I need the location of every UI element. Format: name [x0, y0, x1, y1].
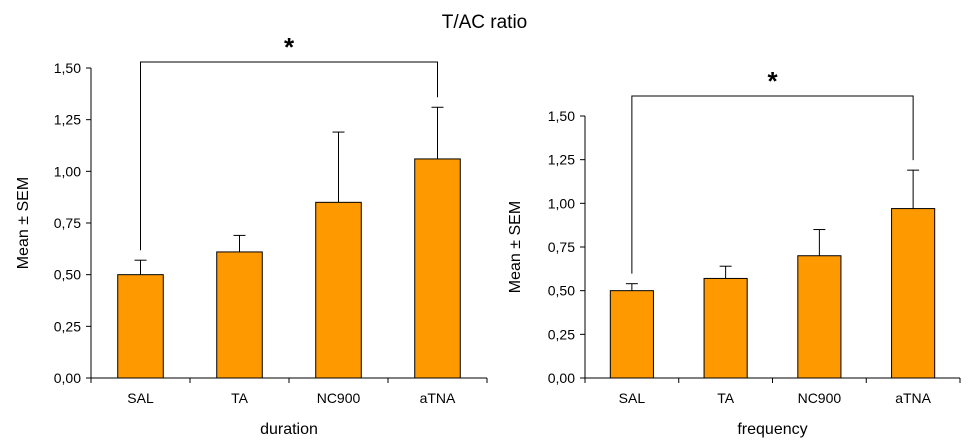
y-tick-label: 1,00 — [548, 195, 575, 211]
x-tick-label: SAL — [127, 390, 154, 406]
x-tick-label: TA — [717, 390, 735, 406]
y-tick-label: 1,25 — [54, 112, 81, 128]
y-tick-label: 0,50 — [548, 283, 575, 299]
x-axis-label: frequency — [737, 421, 807, 438]
significance-star: * — [284, 32, 295, 62]
y-tick-label: 0,00 — [548, 370, 575, 386]
significance-bracket — [140, 61, 438, 251]
y-tick-label: 1,00 — [54, 163, 81, 179]
x-tick-label: SAL — [619, 390, 646, 406]
y-tick-label: 1,50 — [54, 60, 81, 76]
y-tick-label: 0,25 — [54, 318, 81, 334]
significance-bracket — [631, 95, 914, 274]
y-tick-label: 0,00 — [54, 370, 81, 386]
bar-nc900 — [797, 255, 842, 379]
significance-star: * — [767, 66, 778, 96]
y-tick-label: 1,25 — [548, 152, 575, 168]
bar-nc900 — [315, 201, 362, 379]
y-tick-label: 1,50 — [548, 108, 575, 124]
figure-title: T/AC ratio — [441, 12, 528, 33]
y-tick-label: 0,75 — [548, 239, 575, 255]
x-tick-label: aTNA — [420, 390, 456, 406]
chart-panel-1: 0,00 0,25 0,50 0,75 1,00 1,25 1,50 SAL TA NC900 aT… — [15, 32, 488, 438]
x-axis-label: duration — [260, 421, 318, 438]
y-axis-label: Mean ± SEM — [507, 201, 524, 293]
bar-sal — [117, 274, 164, 379]
y-tick-label: 0,25 — [548, 326, 575, 342]
y-tick-label: 0,50 — [54, 267, 81, 283]
y-axis-label: Mean ± SEM — [15, 177, 32, 269]
x-tick-label: aTNA — [895, 390, 931, 406]
bar-ta — [703, 277, 748, 379]
x-tick-label: NC900 — [798, 390, 842, 406]
x-tick-label: TA — [231, 390, 249, 406]
bar-atna — [414, 158, 461, 379]
bar-atna — [891, 208, 936, 379]
bar-sal — [609, 290, 654, 379]
bar-ta — [216, 251, 263, 379]
y-tick-label: 0,75 — [54, 215, 81, 231]
x-tick-label: NC900 — [317, 390, 361, 406]
chart-panel-2: 0,00 0,25 0,50 0,75 1,00 1,25 1,50 SAL TA NC900 aT… — [507, 66, 961, 438]
